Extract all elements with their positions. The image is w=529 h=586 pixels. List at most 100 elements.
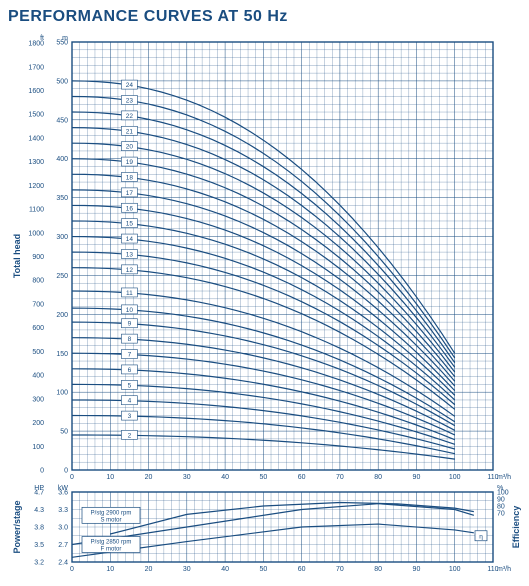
svg-text:3.5: 3.5 bbox=[34, 542, 44, 549]
svg-text:20: 20 bbox=[126, 144, 134, 151]
svg-text:40: 40 bbox=[221, 474, 229, 481]
svg-text:17: 17 bbox=[126, 190, 134, 197]
svg-text:Power/stage: Power/stage bbox=[12, 500, 22, 553]
svg-text:100: 100 bbox=[449, 474, 461, 481]
svg-text:Efficiency: Efficiency bbox=[511, 506, 521, 549]
svg-text:11: 11 bbox=[126, 290, 133, 297]
svg-text:300: 300 bbox=[32, 396, 44, 403]
svg-text:1200: 1200 bbox=[28, 183, 44, 190]
svg-text:4: 4 bbox=[128, 398, 132, 405]
svg-text:2.7: 2.7 bbox=[58, 542, 68, 549]
svg-text:m³/h: m³/h bbox=[497, 566, 511, 573]
svg-text:300: 300 bbox=[56, 234, 68, 241]
svg-text:150: 150 bbox=[56, 351, 68, 358]
svg-text:3.3: 3.3 bbox=[58, 507, 68, 514]
svg-text:70: 70 bbox=[336, 566, 344, 573]
svg-text:1300: 1300 bbox=[28, 159, 44, 166]
svg-text:%: % bbox=[497, 485, 503, 492]
svg-text:24: 24 bbox=[126, 82, 134, 89]
svg-text:16: 16 bbox=[126, 205, 134, 212]
svg-text:10: 10 bbox=[106, 474, 114, 481]
svg-text:500: 500 bbox=[56, 78, 68, 85]
svg-text:3.2: 3.2 bbox=[34, 560, 44, 567]
svg-text:500: 500 bbox=[32, 349, 44, 356]
svg-text:20: 20 bbox=[145, 566, 153, 573]
svg-text:HP: HP bbox=[34, 485, 44, 492]
svg-text:40: 40 bbox=[221, 566, 229, 573]
svg-text:100: 100 bbox=[56, 390, 68, 397]
svg-text:70: 70 bbox=[497, 511, 505, 518]
svg-text:50: 50 bbox=[259, 566, 267, 573]
svg-text:0: 0 bbox=[70, 474, 74, 481]
svg-text:1100: 1100 bbox=[29, 207, 44, 214]
svg-text:600: 600 bbox=[32, 325, 44, 332]
svg-text:1700: 1700 bbox=[28, 64, 44, 71]
svg-text:2.4: 2.4 bbox=[58, 560, 68, 567]
svg-text:5: 5 bbox=[128, 382, 132, 389]
svg-text:F motor: F motor bbox=[101, 547, 122, 553]
svg-text:1500: 1500 bbox=[28, 112, 44, 119]
svg-text:200: 200 bbox=[56, 312, 68, 319]
svg-text:3.8: 3.8 bbox=[34, 525, 44, 532]
svg-text:1000: 1000 bbox=[28, 230, 44, 237]
svg-text:90: 90 bbox=[413, 566, 421, 573]
svg-text:400: 400 bbox=[32, 373, 44, 380]
svg-text:kW: kW bbox=[58, 485, 69, 492]
svg-text:19: 19 bbox=[126, 159, 134, 166]
svg-text:0: 0 bbox=[64, 468, 68, 475]
svg-text:10: 10 bbox=[126, 307, 134, 314]
svg-text:9: 9 bbox=[128, 321, 132, 328]
svg-text:13: 13 bbox=[126, 251, 134, 258]
svg-text:250: 250 bbox=[56, 273, 68, 280]
svg-text:2: 2 bbox=[128, 432, 132, 439]
svg-text:50: 50 bbox=[259, 474, 267, 481]
svg-text:15: 15 bbox=[126, 221, 134, 228]
svg-text:100: 100 bbox=[449, 566, 461, 573]
svg-text:23: 23 bbox=[126, 97, 134, 104]
svg-text:0: 0 bbox=[70, 566, 74, 573]
svg-text:7: 7 bbox=[128, 352, 132, 359]
svg-text:900: 900 bbox=[32, 254, 44, 261]
svg-text:8: 8 bbox=[128, 336, 132, 343]
svg-text:80: 80 bbox=[374, 474, 382, 481]
svg-text:m³/h: m³/h bbox=[497, 474, 511, 481]
svg-text:P/stg 2850 rpm: P/stg 2850 rpm bbox=[91, 540, 132, 546]
svg-text:0: 0 bbox=[40, 468, 44, 475]
svg-text:400: 400 bbox=[56, 156, 68, 163]
svg-text:50: 50 bbox=[60, 429, 68, 436]
svg-text:1600: 1600 bbox=[28, 88, 44, 95]
svg-text:80: 80 bbox=[374, 566, 382, 573]
svg-text:90: 90 bbox=[413, 474, 421, 481]
svg-text:3: 3 bbox=[128, 413, 132, 420]
svg-text:S motor: S motor bbox=[100, 517, 121, 523]
svg-text:3.0: 3.0 bbox=[58, 525, 68, 532]
page-title: PERFORMANCE CURVES AT 50 Hz bbox=[8, 8, 521, 26]
svg-text:12: 12 bbox=[126, 267, 134, 274]
svg-text:200: 200 bbox=[32, 420, 44, 427]
svg-text:20: 20 bbox=[145, 474, 153, 481]
svg-text:P/stg 2900 rpm: P/stg 2900 rpm bbox=[91, 510, 132, 516]
svg-text:η: η bbox=[479, 533, 483, 540]
svg-text:60: 60 bbox=[298, 474, 306, 481]
svg-text:10: 10 bbox=[106, 566, 114, 573]
svg-text:80: 80 bbox=[497, 504, 505, 511]
svg-text:350: 350 bbox=[56, 195, 68, 202]
svg-text:100: 100 bbox=[32, 444, 44, 451]
svg-text:21: 21 bbox=[126, 128, 134, 135]
svg-text:700: 700 bbox=[32, 301, 44, 308]
svg-text:m: m bbox=[62, 35, 68, 42]
svg-text:4.3: 4.3 bbox=[34, 507, 44, 514]
svg-text:800: 800 bbox=[32, 278, 44, 285]
svg-text:Total head: Total head bbox=[12, 234, 22, 278]
svg-text:22: 22 bbox=[126, 113, 134, 120]
svg-text:6: 6 bbox=[128, 367, 132, 374]
svg-text:60: 60 bbox=[298, 566, 306, 573]
svg-text:30: 30 bbox=[183, 474, 191, 481]
svg-text:450: 450 bbox=[56, 117, 68, 124]
svg-text:14: 14 bbox=[126, 236, 134, 243]
performance-chart: 0102030405060708090100110050100150200250… bbox=[8, 30, 521, 578]
svg-text:90: 90 bbox=[497, 497, 505, 504]
svg-text:70: 70 bbox=[336, 474, 344, 481]
svg-text:1800: 1800 bbox=[28, 41, 44, 48]
svg-text:1400: 1400 bbox=[28, 135, 44, 142]
